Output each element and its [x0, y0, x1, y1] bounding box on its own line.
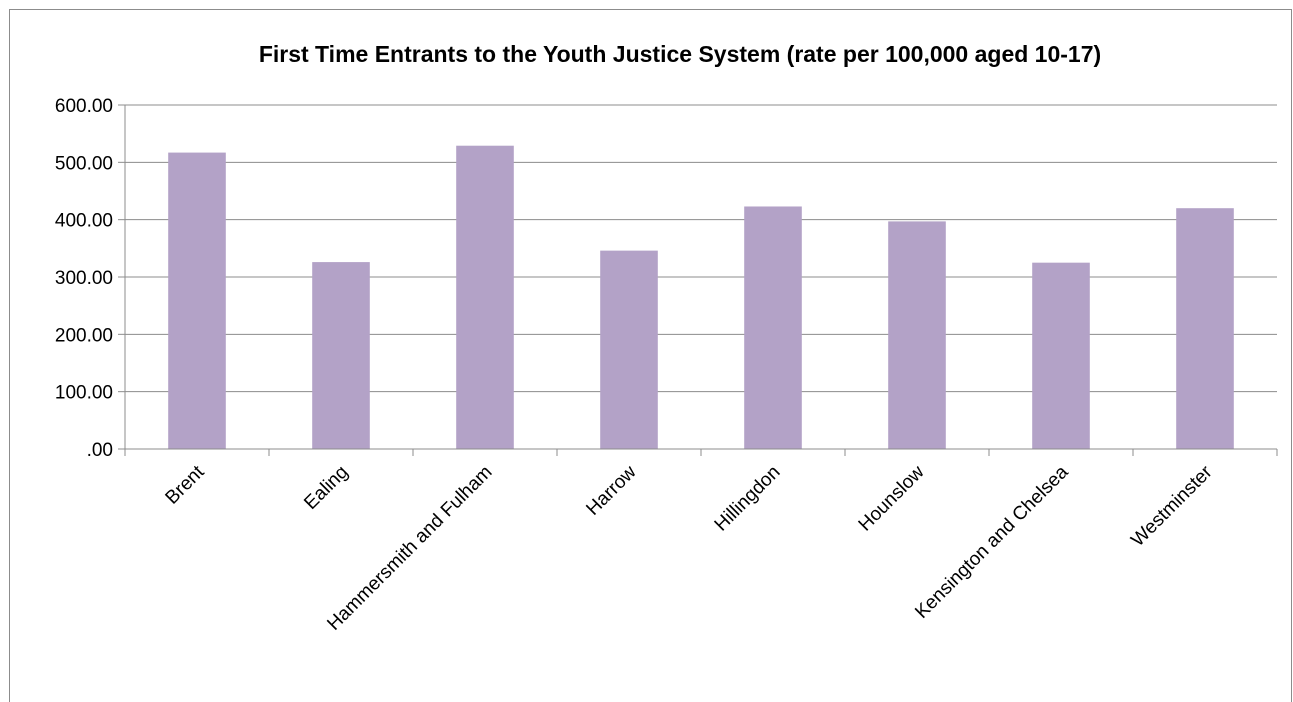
x-tick-label: Brent [162, 461, 209, 508]
bar-ealing [312, 262, 370, 449]
y-tick-label: 600.00 [55, 96, 113, 117]
y-tick-labels: .00 100.00 200.00 300.00 400.00 500.00 600.00 [55, 96, 113, 461]
y-tick-label: .00 [87, 440, 113, 461]
x-tick-label: Westminster [1127, 461, 1217, 551]
bars [168, 145, 1234, 449]
x-tick-label: Hillingdon [711, 462, 785, 536]
y-tick-label: 500.00 [55, 153, 113, 174]
bar-brent [168, 152, 226, 449]
bar-harrow [600, 250, 658, 449]
y-tick-label: 400.00 [55, 211, 113, 232]
x-tick-label: Kensington and Chelsea [911, 461, 1073, 623]
chart-title: First Time Entrants to the Youth Justice… [259, 41, 1101, 67]
bar-hammersmith-and-fulham [456, 145, 514, 449]
bar-hillingdon [744, 206, 802, 449]
y-tick-label: 100.00 [55, 383, 113, 404]
x-tick-label: Harrow [582, 461, 640, 519]
x-tick-label: Hammersmith and Fulham [323, 462, 496, 635]
y-tick-label: 300.00 [55, 268, 113, 289]
bar-hounslow [888, 221, 946, 449]
x-tick-label: Hounslow [855, 461, 929, 535]
x-tick-label: Ealing [300, 462, 352, 514]
bar-kensington-and-chelsea [1032, 262, 1090, 449]
axes [124, 105, 1278, 456]
y-tick-label: 200.00 [55, 325, 113, 346]
gridlines [118, 104, 1277, 450]
bar-westminster [1176, 208, 1234, 449]
